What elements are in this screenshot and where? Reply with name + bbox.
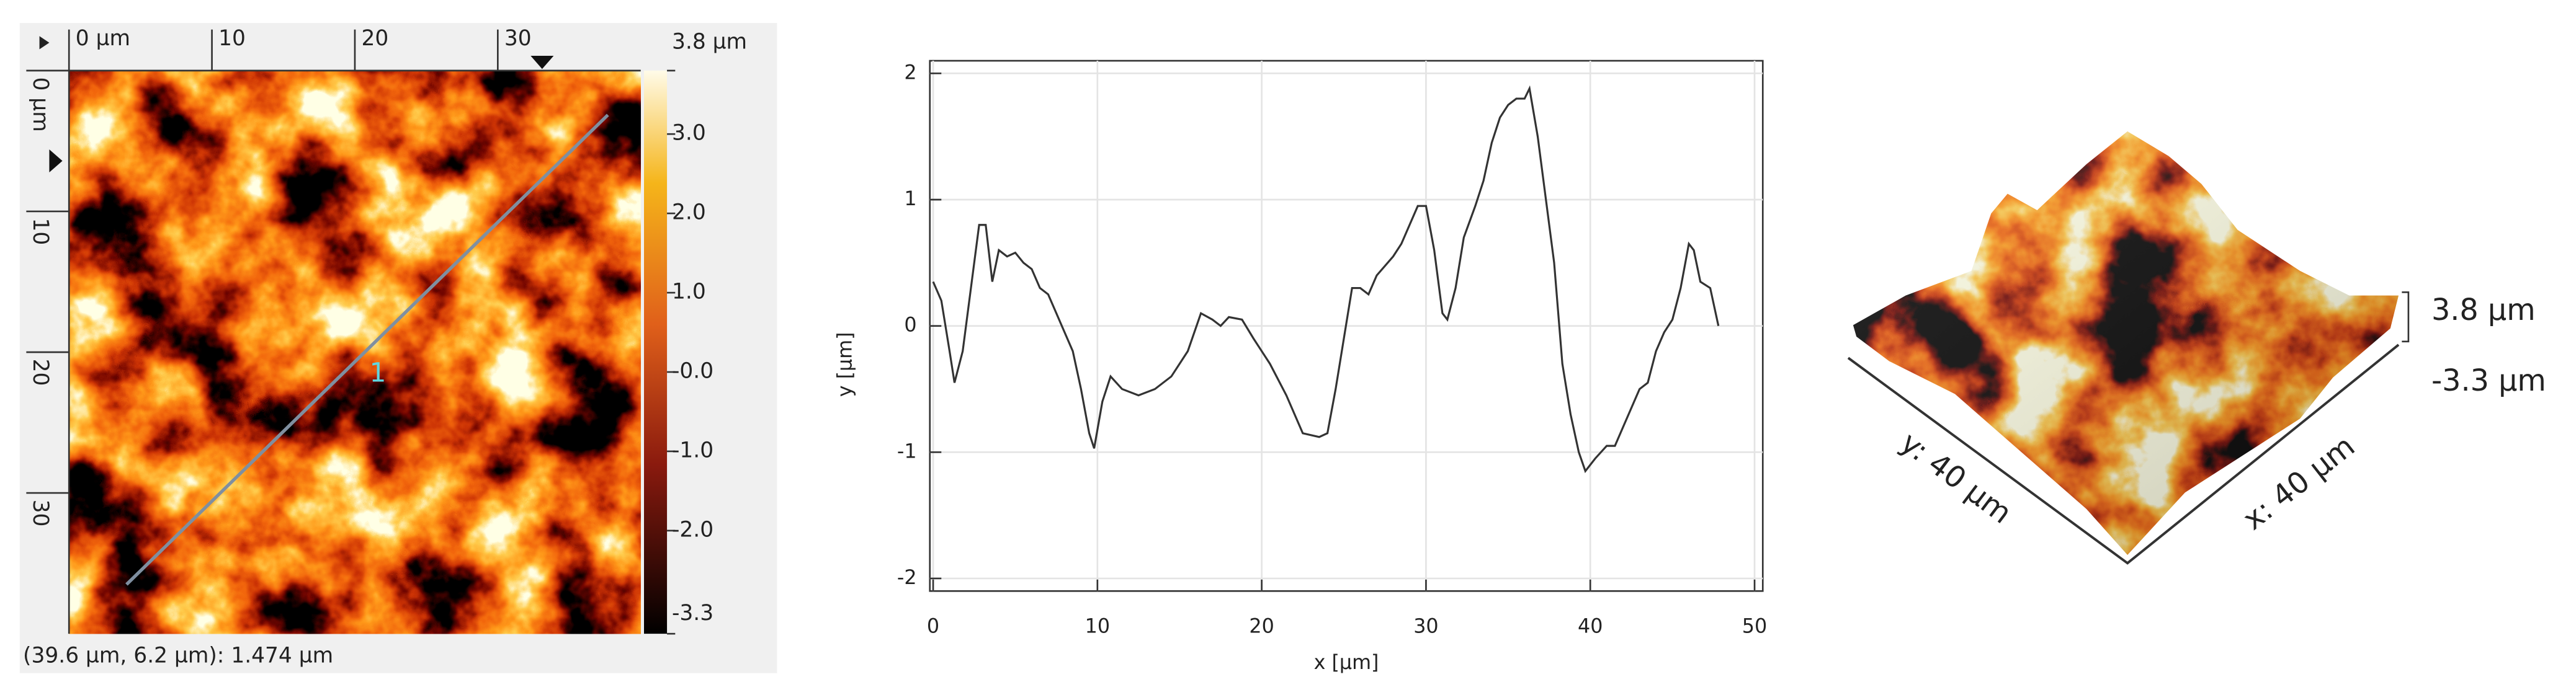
z-max-label: 3.8 µm [2431,293,2536,327]
y-tick-label: 2 [904,61,916,84]
x-tick-label: 30 [1413,616,1438,638]
image-panel: 1 (39.6 µm, 6.2 µm): 1.474 µm 0 µm 10 20 30… [19,23,777,673]
x-ruler-label: 10 [218,26,246,51]
color-bar [644,70,668,634]
status-text: (39.6 µm, 6.2 µm): 1.474 µm [23,644,333,668]
y-tick-label: -1 [897,440,917,463]
ruler-marker[interactable] [49,149,63,173]
y-ruler-label: 30 [28,500,53,527]
profile-line [932,85,1720,474]
color-label: 1.0 [672,280,706,304]
x-tick-label: 20 [1249,616,1274,638]
color-label: 3.0 [672,121,706,146]
x-tick-label: 0 [927,616,939,638]
color-label: -1.0 [672,438,713,463]
profile-line [125,113,609,586]
x-tick-label: 50 [1742,616,1767,638]
x-ruler-label: 30 [504,26,532,51]
view-3d: 3.8 µm -3.3 µm y: 40 µm x: 40 µm [1847,131,2546,565]
color-label: 2.0 [672,200,706,225]
y-axis-label: y: 40 µm [1894,426,2018,531]
base-axes [1847,343,2400,565]
y-ruler-label: 0 µm [28,77,53,131]
x-ruler-label: 20 [362,26,389,51]
x-tick-label: 40 [1578,616,1603,638]
color-label: -2.0 [672,517,713,542]
profile-chart: 0 10 20 30 40 50 -2 -1 0 1 2 x [µm] y [µm] [834,60,1767,674]
y-axis-label: y [µm] [834,332,857,397]
y-ruler-label: 10 [28,218,53,246]
z-bracket [2402,291,2410,343]
color-label: -0.0 [672,358,713,383]
y-tick-label: 0 [904,314,916,337]
y-tick-label: 1 [904,188,916,210]
x-axis-label: x [µm] [1314,652,1379,674]
color-label: 3.8 µm [672,29,747,54]
afm-image [69,70,641,634]
ruler-marker[interactable] [530,56,554,69]
x-tick-label: 10 [1085,616,1110,638]
menu-arrow[interactable] [39,36,50,50]
y-ruler-label: 20 [28,359,53,386]
x-ruler-label: 0 µm [76,26,130,51]
z-min-label: -3.3 µm [2431,364,2546,398]
profile-label: 1 [370,357,387,388]
surface-shade [1853,131,2399,556]
y-tick-label: -2 [897,567,917,589]
color-label: -3.3 [672,601,713,626]
